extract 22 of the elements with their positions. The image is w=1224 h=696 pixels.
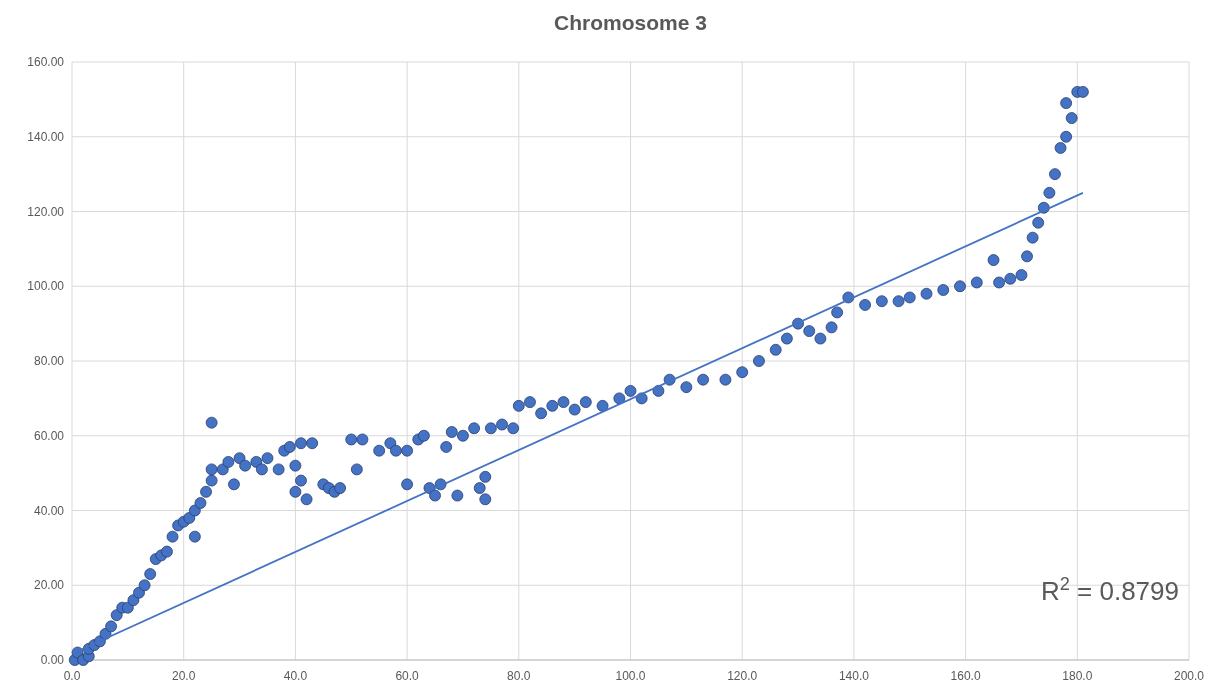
y-tick-label: 120.00 bbox=[27, 204, 65, 219]
y-tick-label: 0.00 bbox=[40, 653, 65, 667]
x-tick-label: 40.0 bbox=[283, 669, 308, 683]
x-tick-label: 160.0 bbox=[950, 669, 981, 683]
x-tick-label: 80.0 bbox=[507, 669, 531, 683]
x-tick-label: 20.0 bbox=[172, 669, 196, 683]
x-tick-label: 200.0 bbox=[1173, 669, 1205, 683]
x-tick-label: 60.0 bbox=[395, 669, 420, 683]
x-tick-label: 180.0 bbox=[1062, 669, 1093, 683]
x-tick-label: 0.0 bbox=[63, 669, 81, 683]
y-tick-label: 160.00 bbox=[27, 55, 65, 69]
y-tick-label: 100.00 bbox=[27, 279, 65, 294]
y-tick-label: 80.00 bbox=[33, 354, 65, 368]
y-tick-label: 140.00 bbox=[27, 129, 65, 144]
x-tick-label: 140.0 bbox=[838, 669, 870, 683]
y-tick-label: 60.00 bbox=[33, 428, 65, 443]
x-tick-label: 120.0 bbox=[727, 669, 758, 683]
annotation: R$^{2}$ = 0.8799 bbox=[1040, 574, 1179, 606]
y-tick-label: 40.00 bbox=[33, 503, 65, 518]
chart-title: Chromosome 3 bbox=[554, 11, 707, 34]
y-tick-label: 20.00 bbox=[33, 578, 65, 593]
x-tick-label: 100.0 bbox=[615, 669, 646, 683]
